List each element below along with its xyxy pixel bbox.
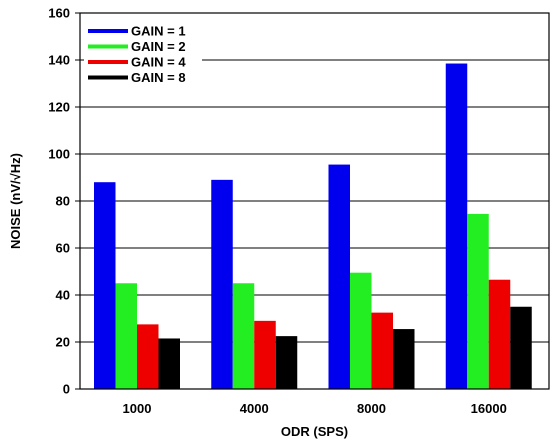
legend-label: GAIN = 8 xyxy=(131,70,186,85)
bar-gain-8-8000 xyxy=(393,329,415,389)
y-axis-title: NOISE (nV/√Hz) xyxy=(8,153,23,249)
bar-gain-4-4000 xyxy=(254,320,276,389)
bar-gain-4-1000 xyxy=(137,324,159,389)
y-tick-label: 160 xyxy=(48,6,70,21)
y-tick-label: 80 xyxy=(56,194,70,209)
bar-gain-1-16000 xyxy=(445,63,468,390)
bar-gain-1-1000 xyxy=(94,182,116,389)
bar-gain-2-4000 xyxy=(232,283,255,389)
bar-gain-8-16000 xyxy=(510,306,532,389)
legend-label: GAIN = 2 xyxy=(131,39,186,54)
bar-gain-1-4000 xyxy=(211,179,233,389)
y-tick-label: 140 xyxy=(48,53,70,68)
bar-gain-2-1000 xyxy=(115,283,137,389)
y-tick-label: 20 xyxy=(56,335,70,350)
bar-gain-4-8000 xyxy=(371,312,393,389)
x-axis-ticks: 1000 4000 8000 16000 xyxy=(123,401,507,416)
x-axis-title: ODR (SPS) xyxy=(281,424,348,439)
x-tick-label: 8000 xyxy=(357,401,386,416)
y-tick-label: 100 xyxy=(48,147,70,162)
legend-label: GAIN = 1 xyxy=(131,24,186,39)
y-axis-ticks: 0 20 40 60 80 100 120 140 160 xyxy=(48,6,80,397)
bar-gain-8-1000 xyxy=(158,338,180,389)
bar-gain-8-4000 xyxy=(275,336,298,389)
x-tick-label: 1000 xyxy=(123,401,152,416)
bars xyxy=(94,63,532,390)
y-tick-label: 40 xyxy=(56,288,70,303)
bar-gain-2-8000 xyxy=(350,272,372,389)
bar-gain-2-16000 xyxy=(467,213,489,389)
y-tick-label: 0 xyxy=(63,382,70,397)
y-tick-label: 60 xyxy=(56,241,70,256)
x-tick-label: 16000 xyxy=(471,401,507,416)
bar-gain-1-8000 xyxy=(328,164,350,389)
y-tick-label: 120 xyxy=(48,100,70,115)
bar-gain-4-16000 xyxy=(488,279,511,389)
x-tick-label: 4000 xyxy=(240,401,269,416)
legend-label: GAIN = 4 xyxy=(131,55,186,70)
